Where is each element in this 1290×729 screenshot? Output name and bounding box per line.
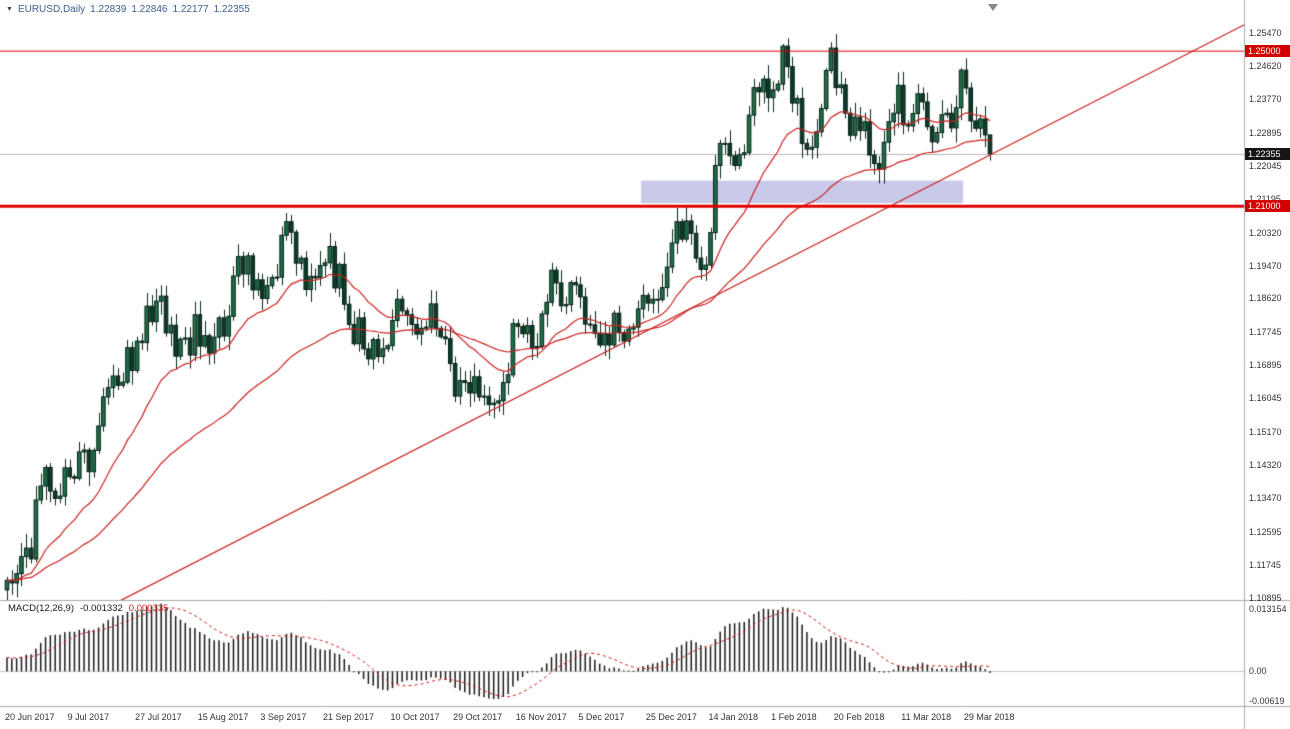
macd-signal-value: 0.000335 (128, 603, 169, 614)
price-axis[interactable]: 1.25470 1.24620 1.23770 1.22895 1.22045 1.211… (1245, 0, 1290, 707)
macd-main-value: -0.001332 (80, 603, 123, 614)
time-axis-label: 9 Jul 2017 (67, 712, 110, 722)
price-tick-label: 1.11745 (1249, 559, 1281, 570)
price-tick-label: 1.13470 (1249, 493, 1282, 504)
level-price-badge: 1.25000 (1245, 45, 1290, 58)
time-axis-label: 15 Aug 2017 (197, 712, 249, 722)
time-axis[interactable]: 20 Jun 2017 9 Jul 2017 27 Jul 2017 15 Aug 2… (0, 707, 1244, 729)
macd-tick-label: 0.00 (1249, 666, 1267, 677)
macd-tick-label: -0.00619 (1249, 695, 1285, 706)
price-tick-label: 1.12595 (1249, 526, 1282, 537)
price-tick-label: 1.10895 (1249, 592, 1282, 603)
price-tick-label: 1.24620 (1249, 60, 1282, 71)
ohlc-high: 1.22846 (131, 4, 168, 15)
time-axis-label: 27 Jul 2017 (135, 712, 182, 722)
macd-name: MACD(12,26,9) (8, 603, 74, 614)
time-axis-label: 29 Mar 2018 (963, 712, 1015, 722)
time-axis-label: 20 Jun 2017 (5, 712, 55, 722)
price-tick-label: 1.22045 (1249, 160, 1282, 171)
price-tick-label: 1.21195 (1249, 193, 1281, 204)
price-tick-label: 1.25470 (1249, 27, 1282, 38)
macd-tick-label: 0.013154 (1249, 603, 1287, 614)
time-axis-label: 20 Feb 2018 (833, 712, 885, 722)
ohlc-close: 1.22355 (213, 4, 250, 15)
time-axis-label: 3 Sep 2017 (260, 712, 307, 722)
price-tick-label: 1.14320 (1249, 460, 1282, 471)
price-tick-label: 1.20320 (1249, 227, 1282, 238)
ohlc-open: 1.22839 (90, 4, 127, 15)
price-tick-label: 1.15170 (1249, 427, 1282, 438)
ohlc-low: 1.22177 (172, 4, 209, 15)
time-axis-label: 1 Feb 2018 (771, 712, 817, 722)
chart-shift-marker-icon[interactable] (988, 4, 998, 11)
time-axis-label: 14 Jan 2018 (708, 712, 759, 722)
bid-price-badge: 1.22355 (1245, 147, 1290, 160)
price-tick-label: 1.22895 (1249, 127, 1282, 138)
price-tick-label: 1.23770 (1249, 93, 1282, 104)
tick-down-icon: ▼ (6, 5, 13, 13)
macd-indicator-label: MACD(12,26,9) -0.001332 0.000335 (8, 603, 168, 614)
level-price-badge: 1.21000 (1245, 200, 1290, 213)
time-axis-label: 5 Dec 2017 (578, 712, 625, 722)
price-tick-label: 1.16895 (1249, 360, 1282, 371)
symbol-period-label: EURUSD,Daily (17, 4, 86, 15)
ohlc-info: ▼ EURUSD,Daily 1.22839 1.22846 1.22177 1… (6, 4, 250, 15)
time-axis-label: 11 Mar 2018 (901, 712, 952, 722)
time-axis-label: 25 Dec 2017 (645, 712, 697, 722)
price-tick-label: 1.18620 (1249, 293, 1282, 304)
time-axis-label: 10 Oct 2017 (390, 712, 440, 722)
price-tick-label: 1.16045 (1249, 393, 1282, 404)
time-axis-label: 21 Sep 2017 (323, 712, 375, 722)
time-axis-label: 16 Nov 2017 (515, 712, 567, 722)
time-axis-label: 29 Oct 2017 (453, 712, 503, 722)
price-tick-label: 1.17745 (1249, 327, 1282, 338)
price-tick-label: 1.19470 (1249, 260, 1282, 271)
